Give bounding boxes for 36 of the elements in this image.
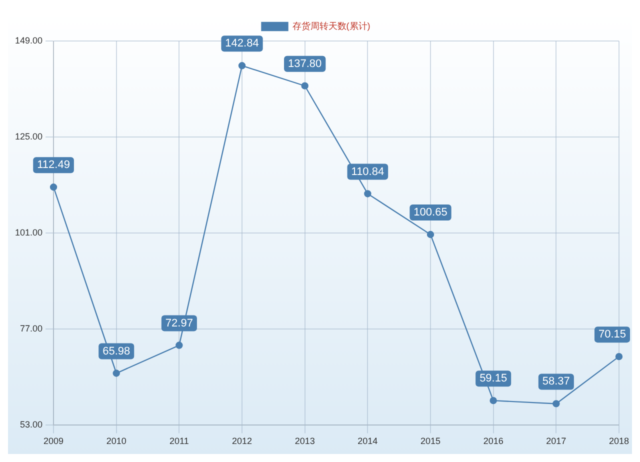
point bbox=[615, 352, 623, 360]
y-tick-label: 125.00 bbox=[14, 132, 43, 142]
point bbox=[50, 184, 58, 191]
point bbox=[426, 230, 434, 238]
y-tick-label: 149.00 bbox=[14, 35, 43, 46]
data-label: 58.37 bbox=[542, 376, 570, 388]
data-label: 137.80 bbox=[288, 58, 322, 70]
x-tick-label: 2010 bbox=[106, 436, 126, 446]
point bbox=[301, 82, 308, 90]
data-label: 65.98 bbox=[102, 345, 130, 358]
point bbox=[552, 400, 560, 408]
y-tick-label: 101.00 bbox=[14, 228, 43, 238]
x-tick-label: 2012 bbox=[232, 436, 252, 446]
x-tick-label: 2016 bbox=[483, 436, 504, 446]
x-tick-label: 2018 bbox=[608, 436, 630, 446]
y-tick-label: 53.00 bbox=[20, 420, 43, 430]
data-label: 59.15 bbox=[480, 372, 508, 385]
point bbox=[112, 370, 120, 377]
data-label: 110.84 bbox=[351, 166, 384, 178]
data-label: 112.49 bbox=[37, 159, 70, 172]
x-tick-label: 2013 bbox=[294, 436, 315, 446]
data-label: 72.97 bbox=[165, 317, 193, 330]
data-label: 70.15 bbox=[598, 328, 626, 341]
x-tick-label: 2015 bbox=[420, 436, 441, 446]
x-tick-label: 2011 bbox=[170, 436, 189, 446]
x-tick-label: 2017 bbox=[546, 436, 566, 446]
x-tick-label: 2009 bbox=[44, 436, 64, 446]
y-tick-label: 77.00 bbox=[20, 324, 43, 334]
data-label: 100.65 bbox=[414, 206, 448, 219]
point bbox=[490, 396, 497, 404]
point bbox=[176, 342, 183, 349]
x-tick-label: 2014 bbox=[358, 436, 378, 446]
point bbox=[364, 190, 372, 198]
data-label: 142.84 bbox=[225, 38, 259, 50]
legend-label: 存货周转天数(累计) bbox=[292, 20, 370, 31]
point bbox=[238, 62, 246, 70]
